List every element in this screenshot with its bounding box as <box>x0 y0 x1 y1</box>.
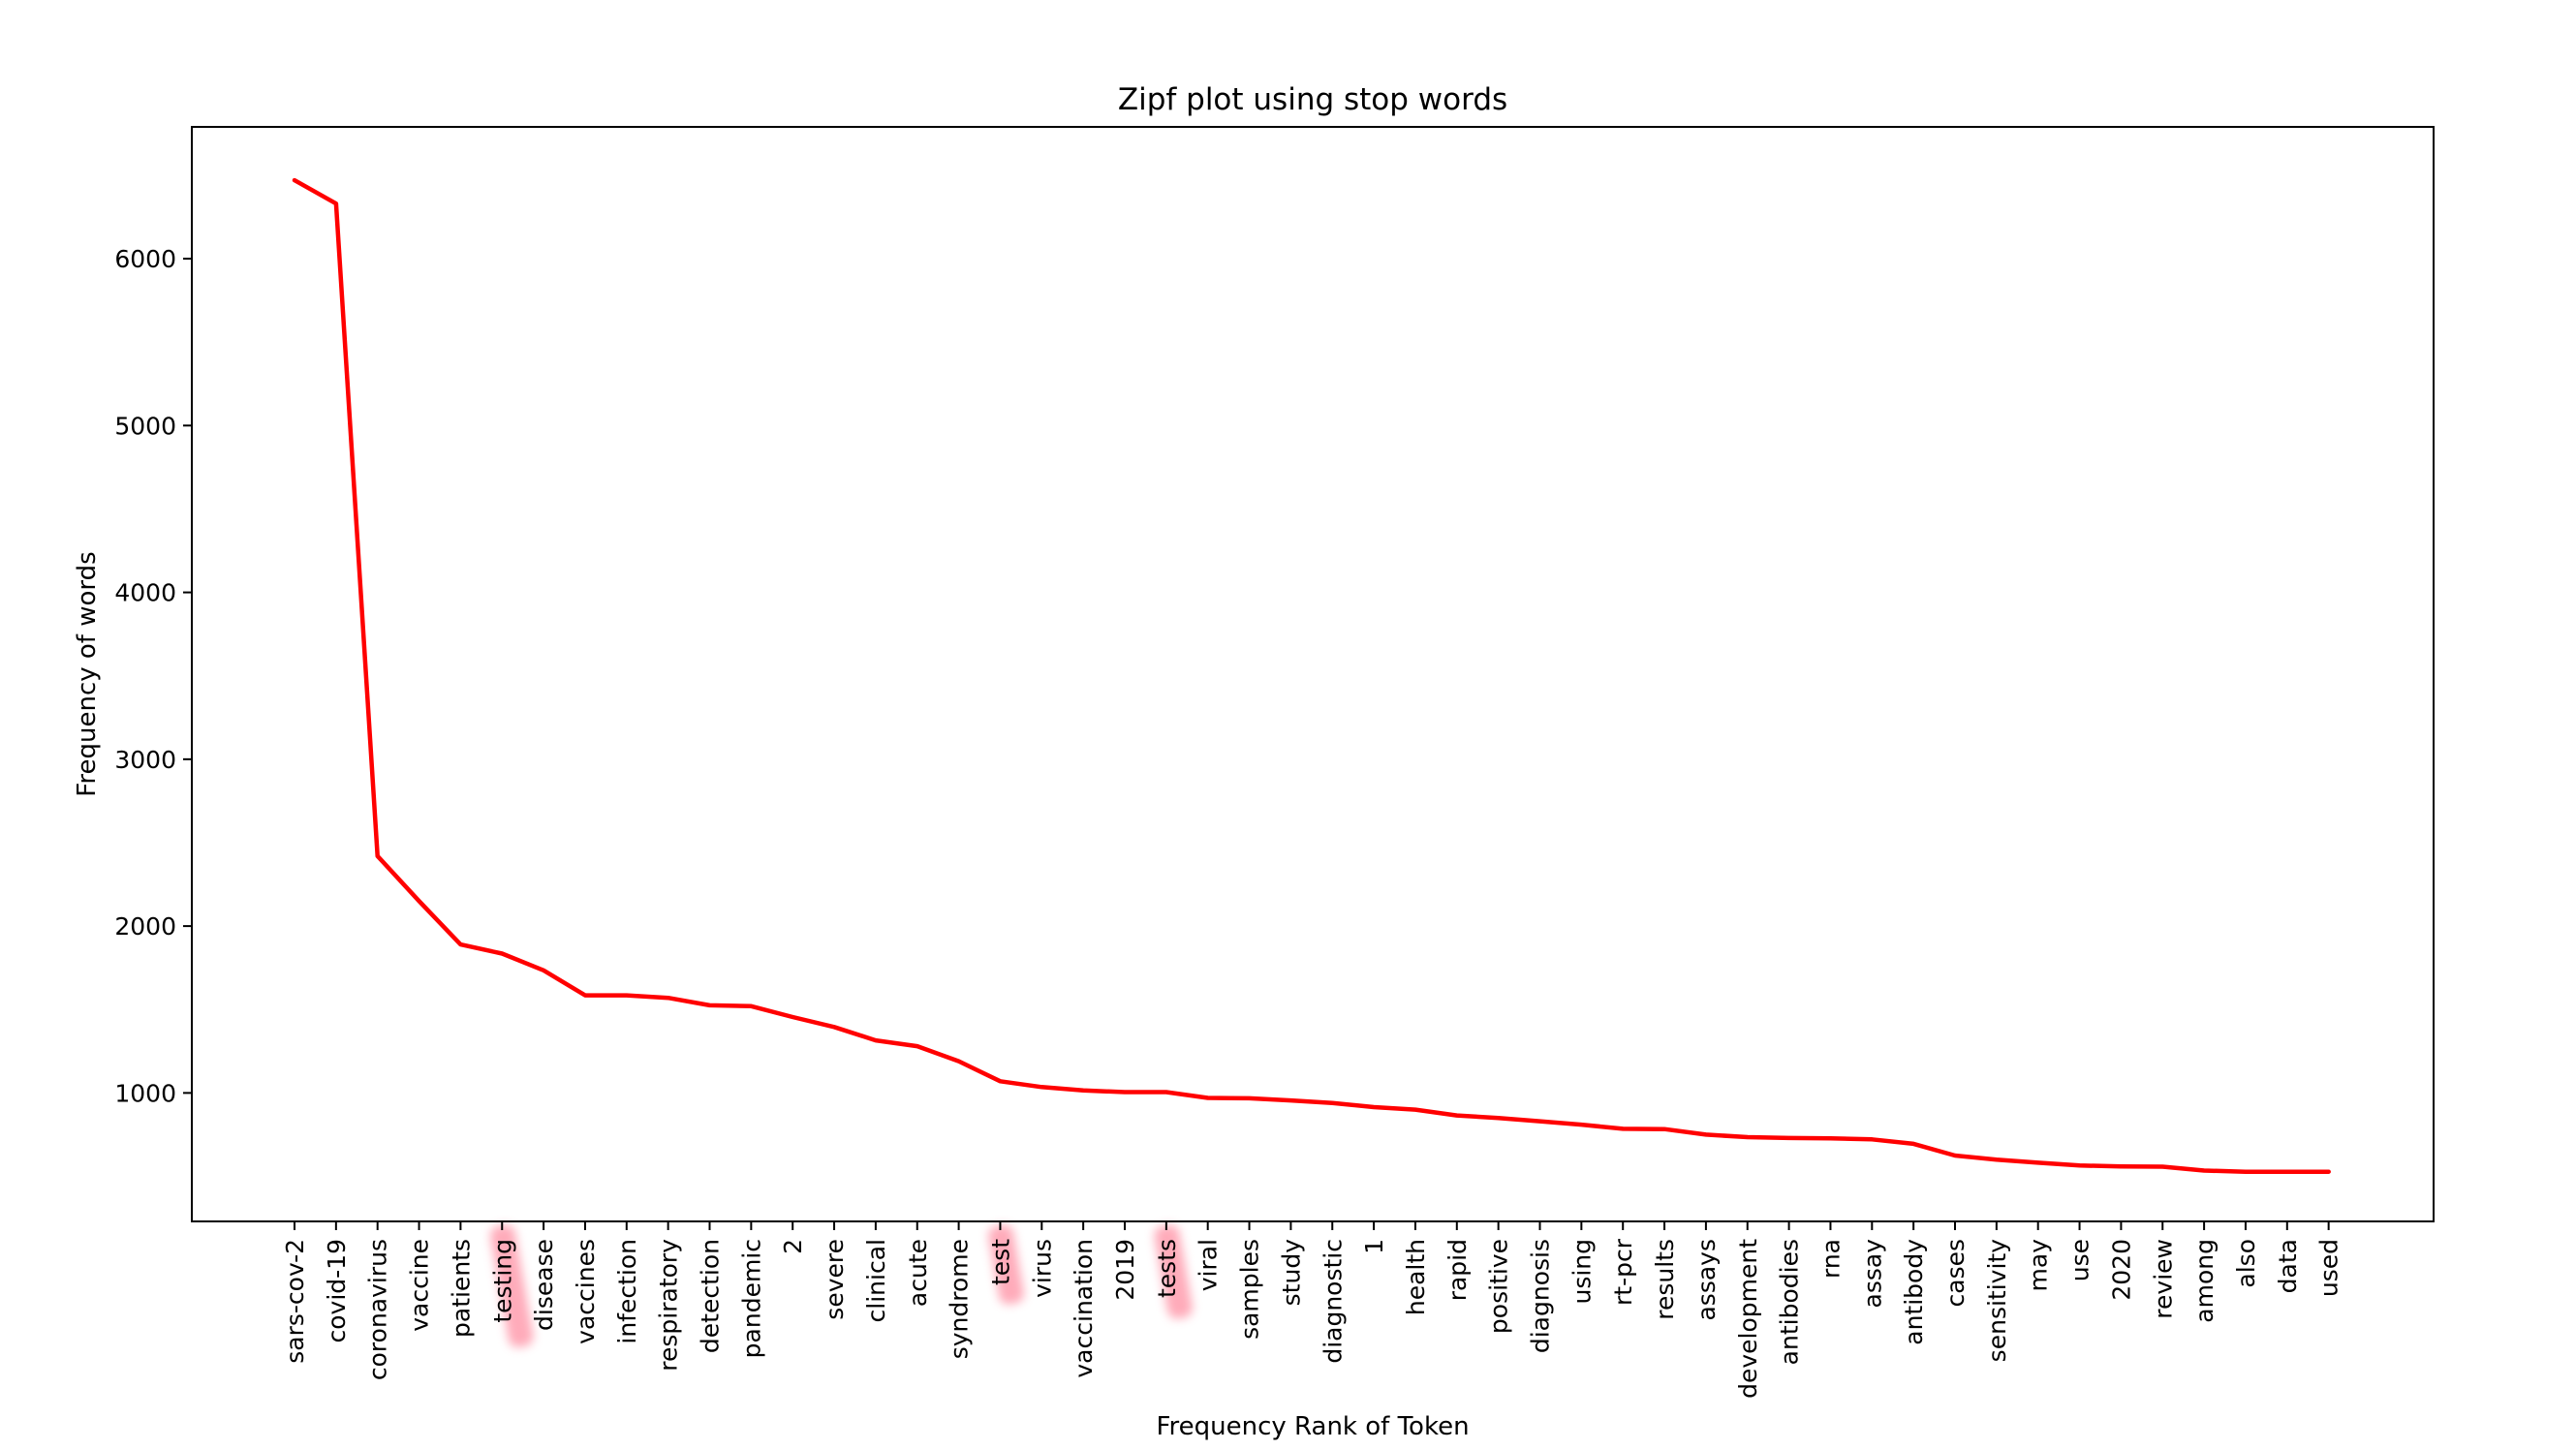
x-axis-label: Frequency Rank of Token <box>1156 1412 1469 1441</box>
x-tick-label: use <box>2066 1239 2095 1281</box>
x-tick-label: study <box>1277 1239 1305 1307</box>
x-axis-ticks: sars-cov-2 covid-19 coronavirus vaccine pati… <box>281 1221 2343 1399</box>
x-tick-label: acute <box>904 1239 932 1307</box>
x-tick-label: syndrome <box>946 1239 974 1359</box>
x-tick-label: sensitivity <box>1983 1239 2011 1363</box>
y-axis-label: Frequency of words <box>73 551 102 796</box>
label-highlight <box>988 1224 1024 1305</box>
x-tick-label: among <box>2190 1239 2219 1323</box>
x-tick-label: positive <box>1485 1239 1513 1334</box>
x-tick-label: vaccines <box>572 1239 600 1344</box>
x-tick-label: rna <box>1816 1239 1845 1279</box>
y-tick-label: 5000 <box>114 412 176 440</box>
x-tick-label: coronavirus <box>364 1239 392 1380</box>
x-tick-label: samples <box>1236 1239 1264 1340</box>
x-tick-label: respiratory <box>655 1239 683 1372</box>
x-tick-label: viral <box>1195 1239 1223 1291</box>
x-tick-label: clinical <box>862 1239 890 1322</box>
chart-title: Zipf plot using stop words <box>1118 82 1507 117</box>
x-tick-label: may <box>2025 1239 2053 1292</box>
x-tick-label: results <box>1651 1239 1679 1320</box>
x-tick-label: vaccination <box>1070 1239 1098 1378</box>
y-tick-label: 3000 <box>114 746 176 774</box>
x-tick-label: pandemic <box>737 1239 765 1358</box>
x-tick-label: 2020 <box>2107 1239 2135 1301</box>
x-tick-label: review <box>2149 1239 2177 1319</box>
y-tick-label: 6000 <box>114 245 176 273</box>
x-tick-label: antibody <box>1900 1239 1928 1345</box>
x-tick-label: detection <box>697 1239 725 1353</box>
x-tick-label: development <box>1734 1239 1762 1399</box>
x-tick-label: diagnosis <box>1527 1239 1555 1353</box>
x-tick-label: data <box>2274 1239 2302 1293</box>
x-tick-label: antibodies <box>1776 1239 1804 1365</box>
x-tick-label: health <box>1402 1239 1430 1315</box>
x-tick-label: testing <box>488 1239 516 1323</box>
y-tick-label: 4000 <box>114 579 176 607</box>
x-tick-label: sars-cov-2 <box>281 1239 309 1364</box>
x-tick-label: test <box>986 1239 1014 1285</box>
x-tick-label: cases <box>1941 1239 1970 1308</box>
plot-frame <box>191 126 2435 1222</box>
x-tick-label: assay <box>1858 1239 1886 1309</box>
series-line <box>292 177 2331 1174</box>
x-tick-label: covid-19 <box>323 1239 351 1342</box>
x-tick-label: disease <box>530 1239 558 1331</box>
x-tick-label: tests <box>1153 1239 1181 1298</box>
x-tick-label: used <box>2315 1239 2343 1297</box>
x-tick-label: also <box>2232 1239 2260 1288</box>
x-tick-label: rapid <box>1443 1239 1472 1301</box>
x-tick-label: infection <box>613 1239 641 1344</box>
x-tick-label: patients <box>447 1239 475 1338</box>
x-tick-label: using <box>1567 1239 1596 1305</box>
x-tick-label: severe <box>821 1239 849 1320</box>
x-tick-label: virus <box>1028 1239 1056 1298</box>
y-axis-ticks: 1000 2000 3000 4000 5000 6000 <box>114 245 192 1107</box>
x-tick-label: 2 <box>779 1239 807 1254</box>
x-tick-label: assays <box>1692 1239 1721 1321</box>
x-tick-label: rt-pcr <box>1609 1238 1637 1306</box>
y-tick-label: 1000 <box>114 1079 176 1107</box>
x-tick-label: diagnostic <box>1319 1239 1347 1364</box>
x-tick-label: 2019 <box>1111 1239 1139 1301</box>
label-highlight <box>1154 1224 1193 1319</box>
highlight-layer <box>490 1224 1193 1347</box>
y-tick-label: 2000 <box>114 912 176 941</box>
label-highlight <box>490 1224 534 1347</box>
x-tick-label: vaccine <box>406 1239 434 1332</box>
x-tick-label: 1 <box>1360 1239 1388 1254</box>
